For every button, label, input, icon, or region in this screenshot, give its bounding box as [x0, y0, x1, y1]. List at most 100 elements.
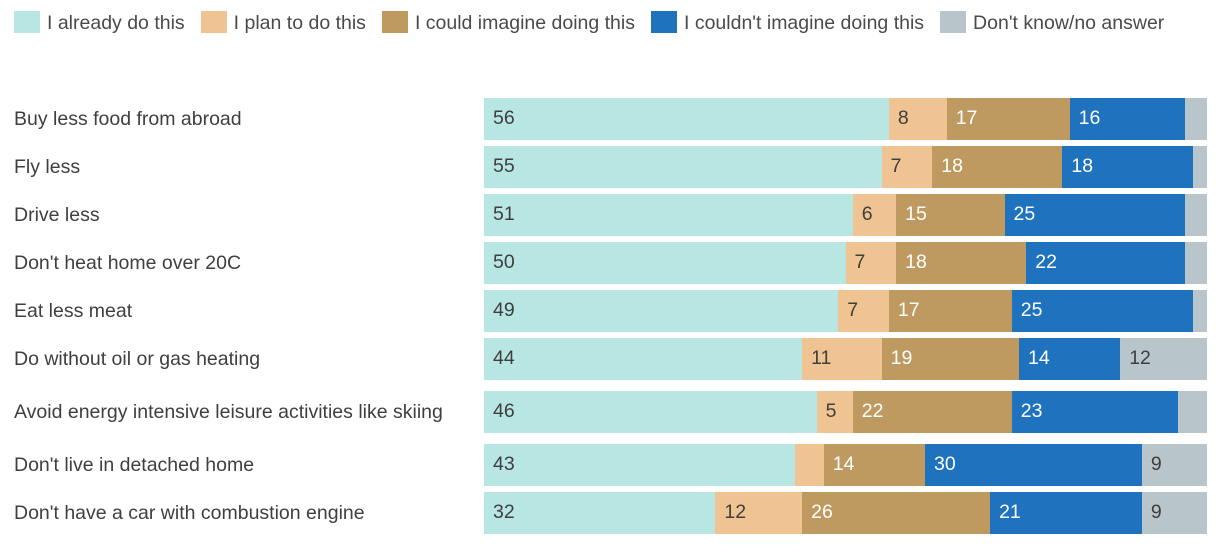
bar-segment-already[interactable]: 46 [484, 391, 817, 433]
bar-segment-already[interactable]: 51 [484, 194, 853, 236]
bar-segment-couldnt[interactable]: 30 [925, 444, 1142, 486]
bar-segment-could[interactable]: 22 [852, 391, 1012, 433]
legend-label-could: I could imagine doing this [414, 12, 635, 34]
bar-segment-already[interactable]: 50 [484, 242, 846, 284]
legend-swatch-already [14, 11, 40, 33]
bar-segment-value: 15 [905, 203, 927, 226]
row-label-text: Don't heat home over 20C [14, 251, 242, 274]
bar-segment-value: 16 [1078, 107, 1101, 130]
bar-segment-could[interactable]: 17 [946, 98, 1070, 140]
chart-row: Eat less meat 49 7 17 25 2 [0, 290, 1220, 332]
stacked-bar: 50 7 18 22 3 [484, 242, 1207, 284]
bar-segment-value: 56 [493, 107, 515, 130]
chart-plot-area: Buy less food from abroad56817163Fly les… [0, 98, 1220, 540]
bar-segment-already[interactable]: 55 [484, 146, 882, 188]
legend-item-already[interactable]: I already do this [14, 11, 185, 34]
row-label-text: Eat less meat [14, 299, 133, 322]
bar-segment-plan[interactable]: 11 [802, 338, 882, 380]
row-label-text: Fly less [14, 155, 81, 178]
stacked-bar: 56 8 17 16 3 [484, 98, 1207, 140]
bar-segment-dontknow[interactable]: 12 [1120, 338, 1207, 380]
bar-segment-value: 18 [905, 251, 927, 274]
bar-segment-couldnt[interactable]: 16 [1069, 98, 1186, 140]
bar-segment-could[interactable]: 15 [896, 194, 1005, 236]
bar-segment-plan[interactable]: 7 [838, 290, 889, 332]
bar-segment-could[interactable]: 18 [896, 242, 1027, 284]
legend-item-dontknow[interactable]: Don't know/no answer [940, 11, 1164, 34]
row-label-text: Avoid energy intensive leisure activitie… [14, 400, 443, 423]
bar-segment-dontknow[interactable]: 2 [1192, 290, 1207, 332]
row-label-text: Drive less [14, 203, 100, 226]
bar-segment-could[interactable]: 18 [932, 146, 1063, 188]
bar-segment-couldnt[interactable]: 25 [1004, 194, 1186, 236]
bar-segment-dontknow[interactable]: 3 [1185, 98, 1207, 140]
chart-row: Avoid energy intensive leisure activitie… [0, 386, 1220, 438]
row-label: Buy less food from abroad [14, 98, 469, 140]
row-label-text: Buy less food from abroad [14, 107, 242, 130]
bar-segment-value: 49 [493, 299, 515, 322]
bar-segment-couldnt[interactable]: 14 [1018, 338, 1121, 380]
bar-segment-could[interactable]: 19 [881, 338, 1019, 380]
bar-segment-couldnt[interactable]: 23 [1011, 391, 1179, 433]
legend-label-already: I already do this [47, 12, 185, 34]
bar-segment-plan[interactable]: 5 [816, 391, 853, 433]
bar-segment-value: 7 [847, 299, 859, 322]
legend-swatch-couldnt [651, 11, 677, 33]
legend-label-plan: I plan to do this [233, 12, 366, 34]
bar-segment-plan[interactable]: 12 [715, 492, 803, 534]
bar-segment-value: 14 [1027, 347, 1050, 370]
bar-segment-value: 7 [854, 251, 866, 274]
bar-segment-value: 50 [493, 251, 515, 274]
bar-segment-couldnt[interactable]: 25 [1011, 290, 1193, 332]
bar-segment-plan[interactable]: 4 [794, 444, 824, 486]
bar-segment-value: 17 [955, 107, 978, 130]
bar-segment-value: 43 [493, 453, 515, 476]
bar-segment-couldnt[interactable]: 21 [990, 492, 1142, 534]
bar-segment-value: 30 [934, 453, 956, 476]
chart-row: Don't have a car with combustion engine 3… [0, 492, 1220, 534]
bar-segment-already[interactable]: 56 [484, 98, 889, 140]
row-label: Don't have a car with combustion engine [14, 492, 469, 534]
bar-segment-couldnt[interactable]: 18 [1062, 146, 1193, 188]
bar-segment-value: 55 [493, 155, 515, 178]
stacked-bar: 51 6 15 25 3 [484, 194, 1207, 236]
chart-row: Do without oil or gas heating 44 11 19 14 12 [0, 338, 1220, 380]
bar-segment-plan[interactable]: 8 [888, 98, 947, 140]
stacked-bar: 49 7 17 25 2 [484, 290, 1207, 332]
stacked-bar: 32 12 26 21 9 [484, 492, 1207, 534]
legend-item-could[interactable]: I could imagine doing this [381, 11, 635, 34]
bar-segment-dontknow[interactable]: 2 [1192, 146, 1207, 188]
row-label: Don't live in detached home [14, 444, 469, 486]
bar-segment-already[interactable]: 43 [484, 444, 795, 486]
bar-segment-could[interactable]: 26 [802, 492, 991, 534]
bar-segment-value: 12 [724, 501, 747, 524]
legend-item-couldnt[interactable]: I couldn't imagine doing this [651, 11, 924, 34]
bar-segment-value: 22 [1035, 251, 1057, 274]
bar-segment-dontknow[interactable]: 3 [1185, 194, 1207, 236]
bar-segment-dontknow[interactable]: 9 [1141, 492, 1207, 534]
bar-segment-value: 11 [811, 347, 832, 370]
bar-segment-already[interactable]: 49 [484, 290, 839, 332]
bar-segment-couldnt[interactable]: 22 [1026, 242, 1186, 284]
row-label: Avoid energy intensive leisure activitie… [14, 386, 469, 438]
bar-segment-value: 5 [825, 400, 837, 423]
bar-segment-dontknow[interactable]: 4 [1178, 391, 1207, 433]
bar-segment-could[interactable]: 14 [823, 444, 925, 486]
row-label: Fly less [14, 146, 469, 188]
stacked-bar: 44 11 19 14 12 [484, 338, 1207, 380]
chart-row: Drive less 51 6 15 25 3 [0, 194, 1220, 236]
bar-segment-value: 17 [897, 299, 920, 322]
bar-segment-plan[interactable]: 7 [845, 242, 897, 284]
bar-segment-dontknow[interactable]: 3 [1185, 242, 1207, 284]
bar-segment-plan[interactable]: 7 [881, 146, 933, 188]
bar-segment-dontknow[interactable]: 9 [1141, 444, 1207, 486]
bar-segment-value: 23 [1020, 400, 1043, 423]
legend-item-plan[interactable]: I plan to do this [200, 11, 366, 34]
bar-segment-could[interactable]: 17 [888, 290, 1012, 332]
bar-segment-value: 25 [1013, 203, 1036, 226]
bar-segment-plan[interactable]: 6 [852, 194, 897, 236]
bar-segment-already[interactable]: 32 [484, 492, 716, 534]
bar-segment-already[interactable]: 44 [484, 338, 803, 380]
legend-swatch-could [381, 11, 408, 33]
